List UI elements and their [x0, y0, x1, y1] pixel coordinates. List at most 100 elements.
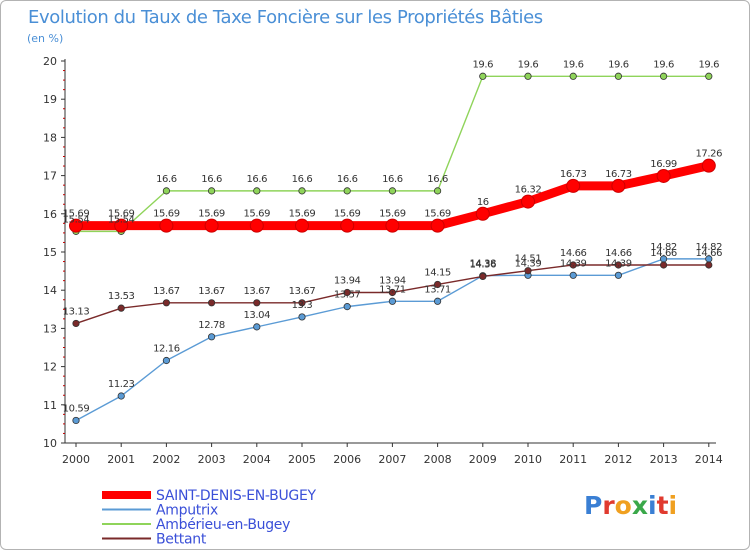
- data-point-saint-denis-en-bugey: [340, 218, 355, 233]
- data-point-saint-denis-en-bugey: [521, 194, 535, 209]
- data-label-bettant: 14.15: [424, 267, 451, 278]
- data-label-amb-rieu-en-bugey: 19.6: [653, 59, 674, 70]
- legend-label: Bettant: [156, 532, 207, 548]
- data-point-amb-rieu-en-bugey: [569, 72, 577, 80]
- data-label-amputrix: 11.23: [108, 379, 135, 390]
- data-label-amputrix: 13.3: [292, 300, 313, 311]
- data-label-saint-denis-en-bugey: 15.69: [108, 209, 135, 220]
- data-label-amputrix: 14.82: [650, 242, 677, 253]
- data-labels: 15.69 15.69 15.69 15.69 15.69 15.69 15.69 15.69…: [63, 59, 723, 414]
- data-point-amputrix: [117, 392, 125, 400]
- data-point-amb-rieu-en-bugey: [343, 187, 351, 195]
- y-tick-label: 17: [43, 170, 57, 183]
- y-tick-label: 14: [43, 284, 57, 297]
- data-point-amputrix: [253, 323, 261, 331]
- data-label-saint-denis-en-bugey: 15.69: [243, 209, 270, 220]
- data-label-amputrix: 14.38: [469, 259, 496, 270]
- data-point-saint-denis-en-bugey: [69, 218, 83, 233]
- data-point-amputrix: [343, 303, 351, 311]
- data-point-bettant: [659, 261, 668, 269]
- data-point-bettant: [614, 261, 623, 269]
- data-label-amputrix: 13.57: [334, 290, 361, 301]
- legend-label: SAINT-DENIS-EN-BUGEY: [156, 488, 317, 504]
- data-point-amb-rieu-en-bugey: [659, 72, 668, 80]
- data-label-amb-rieu-en-bugey: 15.54: [108, 214, 135, 225]
- data-label-saint-denis-en-bugey: 16.73: [560, 169, 587, 180]
- data-point-saint-denis-en-bugey: [430, 218, 445, 233]
- data-label-amb-rieu-en-bugey: 19.6: [518, 59, 539, 70]
- data-point-saint-denis-en-bugey: [295, 218, 309, 233]
- x-tick-label: 2010: [514, 453, 542, 466]
- data-label-saint-denis-en-bugey: 16.32: [515, 185, 542, 196]
- data-point-amputrix: [162, 356, 170, 365]
- axes: 10 11 12 13 14 15 16 17 18 19 20 2000 2001 2002 2003 20…: [43, 55, 723, 466]
- logo-letter: r: [602, 491, 615, 520]
- series-points: [69, 72, 716, 425]
- data-point-saint-denis-en-bugey: [204, 218, 219, 233]
- data-label-saint-denis-en-bugey: 15.69: [334, 209, 361, 220]
- data-point-saint-denis-en-bugey: [656, 168, 671, 183]
- data-point-bettant: [117, 304, 125, 312]
- data-label-bettant: 14.66: [695, 248, 722, 259]
- data-label-saint-denis-en-bugey: 16.99: [650, 159, 677, 170]
- x-tick-label: 2006: [333, 453, 361, 466]
- legend-label: Amputrix: [156, 503, 218, 519]
- x-tick-label: 2013: [650, 453, 678, 466]
- data-label-bettant: 14.66: [560, 248, 587, 259]
- data-label-bettant: 13.67: [243, 286, 270, 297]
- data-label-saint-denis-en-bugey: 15.69: [289, 209, 316, 220]
- data-label-amb-rieu-en-bugey: 15.54: [63, 214, 90, 225]
- x-tick-label: 2000: [62, 453, 90, 466]
- data-label-amb-rieu-en-bugey: 16.6: [382, 174, 403, 185]
- data-label-bettant: 14.36: [469, 259, 496, 270]
- y-tick-label: 16: [43, 208, 57, 221]
- data-label-saint-denis-en-bugey: 15.69: [424, 209, 451, 220]
- data-label-saint-denis-en-bugey: 16: [477, 197, 489, 208]
- proxiti-logo: Proxiti: [584, 491, 677, 520]
- data-point-bettant: [298, 299, 306, 307]
- y-tick-label: 11: [43, 399, 57, 412]
- y-tick-label: 10: [43, 437, 57, 450]
- logo-letter: P: [584, 491, 603, 520]
- data-label-amputrix: 14.82: [695, 242, 722, 253]
- data-point-bettant: [343, 288, 351, 297]
- data-point-amb-rieu-en-bugey: [388, 187, 396, 195]
- data-point-bettant: [524, 267, 532, 275]
- data-label-amputrix: 13.04: [243, 310, 270, 321]
- data-point-saint-denis-en-bugey: [385, 218, 400, 233]
- data-label-saint-denis-en-bugey: 16.73: [605, 169, 632, 180]
- data-label-amputrix: 14.39: [605, 258, 632, 269]
- x-tick-label: 2008: [424, 453, 452, 466]
- data-point-amb-rieu-en-bugey: [253, 187, 261, 195]
- x-tick-label: 2001: [107, 453, 135, 466]
- data-label-saint-denis-en-bugey: 15.69: [198, 209, 225, 220]
- data-label-amb-rieu-en-bugey: 16.6: [246, 174, 267, 185]
- legend-label: Ambérieu-en-Bugey: [156, 517, 290, 533]
- data-label-amb-rieu-en-bugey: 19.6: [472, 59, 493, 70]
- y-tick-label: 20: [43, 55, 57, 68]
- data-label-bettant: 13.53: [108, 291, 135, 302]
- data-point-saint-denis-en-bugey: [475, 206, 490, 221]
- data-label-amputrix: 12.16: [153, 343, 180, 354]
- x-tick-label: 2014: [695, 453, 723, 466]
- x-tick-label: 2004: [243, 453, 271, 466]
- data-point-amputrix: [72, 416, 80, 425]
- data-label-amb-rieu-en-bugey: 16.6: [292, 174, 313, 185]
- data-label-amputrix: 10.59: [63, 403, 90, 414]
- data-point-amb-rieu-en-bugey: [298, 187, 306, 195]
- data-label-amb-rieu-en-bugey: 19.6: [563, 59, 584, 70]
- data-label-bettant: 14.66: [605, 248, 632, 259]
- data-label-amputrix: 13.71: [424, 284, 451, 295]
- data-point-bettant: [569, 261, 577, 269]
- data-label-bettant: 13.13: [63, 306, 90, 317]
- y-tick-label: 19: [43, 93, 57, 106]
- data-point-amb-rieu-en-bugey: [479, 72, 487, 80]
- logo-letter: x: [631, 491, 648, 520]
- data-point-bettant: [479, 272, 487, 281]
- data-label-bettant: 14.66: [650, 248, 677, 259]
- data-point-amb-rieu-en-bugey: [614, 72, 623, 80]
- data-point-amb-rieu-en-bugey: [162, 187, 170, 195]
- data-point-amputrix: [298, 313, 306, 321]
- data-label-amputrix: 12.78: [198, 320, 225, 331]
